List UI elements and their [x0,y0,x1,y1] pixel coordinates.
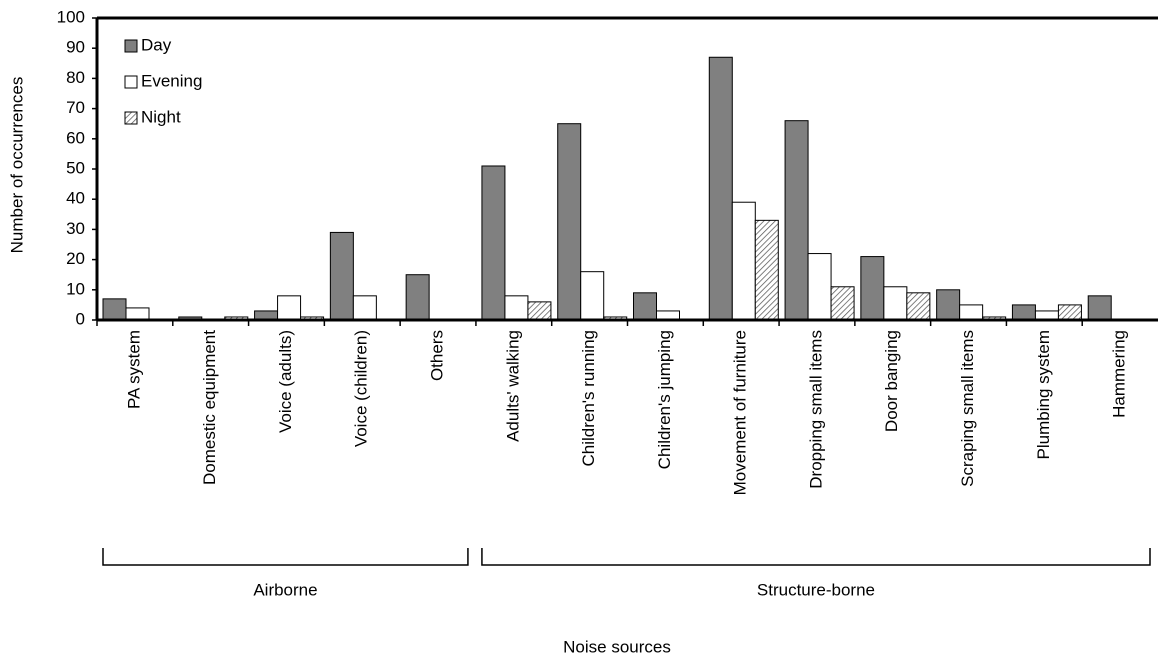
bar [504,295,529,321]
bar [329,231,354,321]
bar [1057,304,1082,321]
legend-swatch [124,75,138,89]
bar [708,56,733,321]
legend-swatch [124,111,138,125]
bar [860,256,885,321]
x-tick-label: PA system [124,330,143,409]
x-tick-label: Movement of furniture [731,330,750,495]
x-tick-label: Scraping small items [958,330,977,487]
legend-swatch [124,39,138,53]
group-bracket [481,548,1151,566]
bar [527,301,552,321]
legend-label: Evening [141,71,202,90]
bar [277,295,302,321]
bar [936,289,961,321]
bar [959,304,984,321]
y-axis-title: Number of occurrences [7,77,26,254]
bar [557,123,582,321]
y-tick-label: 60 [66,128,85,147]
bar [352,295,377,321]
y-tick-label: 90 [66,38,85,57]
bar [1011,304,1036,321]
legend-label: Night [141,107,181,126]
bar [731,201,756,321]
x-tick-label: Adults' walking [503,330,522,442]
bar [580,271,605,321]
x-tick-label: Voice (children) [352,330,371,447]
y-tick-label: 10 [66,279,85,298]
x-axis-title: Noise sources [563,637,671,656]
y-tick-label: 0 [76,309,85,328]
x-tick-label: Hammering [1110,330,1129,418]
bar [405,274,430,321]
bar [125,307,150,321]
bar [633,292,657,321]
bar [784,120,809,321]
bar [883,286,908,321]
x-tick-label: Children's jumping [655,330,674,469]
x-tick-label: Domestic equipment [200,330,219,485]
bar [481,165,506,321]
y-tick-label: 70 [66,98,85,117]
x-tick-label: Door banging [882,330,901,432]
bar [754,219,779,321]
y-tick-label: 50 [66,158,85,177]
y-tick-label: 80 [66,68,85,87]
y-tick-label: 20 [66,249,85,268]
legend-label: Day [141,35,172,54]
group-label: Structure-borne [757,580,875,599]
x-tick-label: Voice (adults) [276,330,295,433]
bar [1087,295,1112,321]
x-tick-label: Dropping small items [806,330,825,489]
group-bracket [102,548,469,566]
x-tick-label: Plumbing system [1034,330,1053,459]
x-tick-label: Children's running [579,330,598,467]
bar [906,292,931,321]
bar [102,298,127,321]
bar [830,286,855,321]
y-tick-label: 100 [57,7,85,26]
x-tick-label: Others [428,330,447,381]
group-label: Airborne [253,580,317,599]
y-tick-label: 40 [66,189,85,208]
bar [807,253,832,321]
y-tick-label: 30 [66,219,85,238]
